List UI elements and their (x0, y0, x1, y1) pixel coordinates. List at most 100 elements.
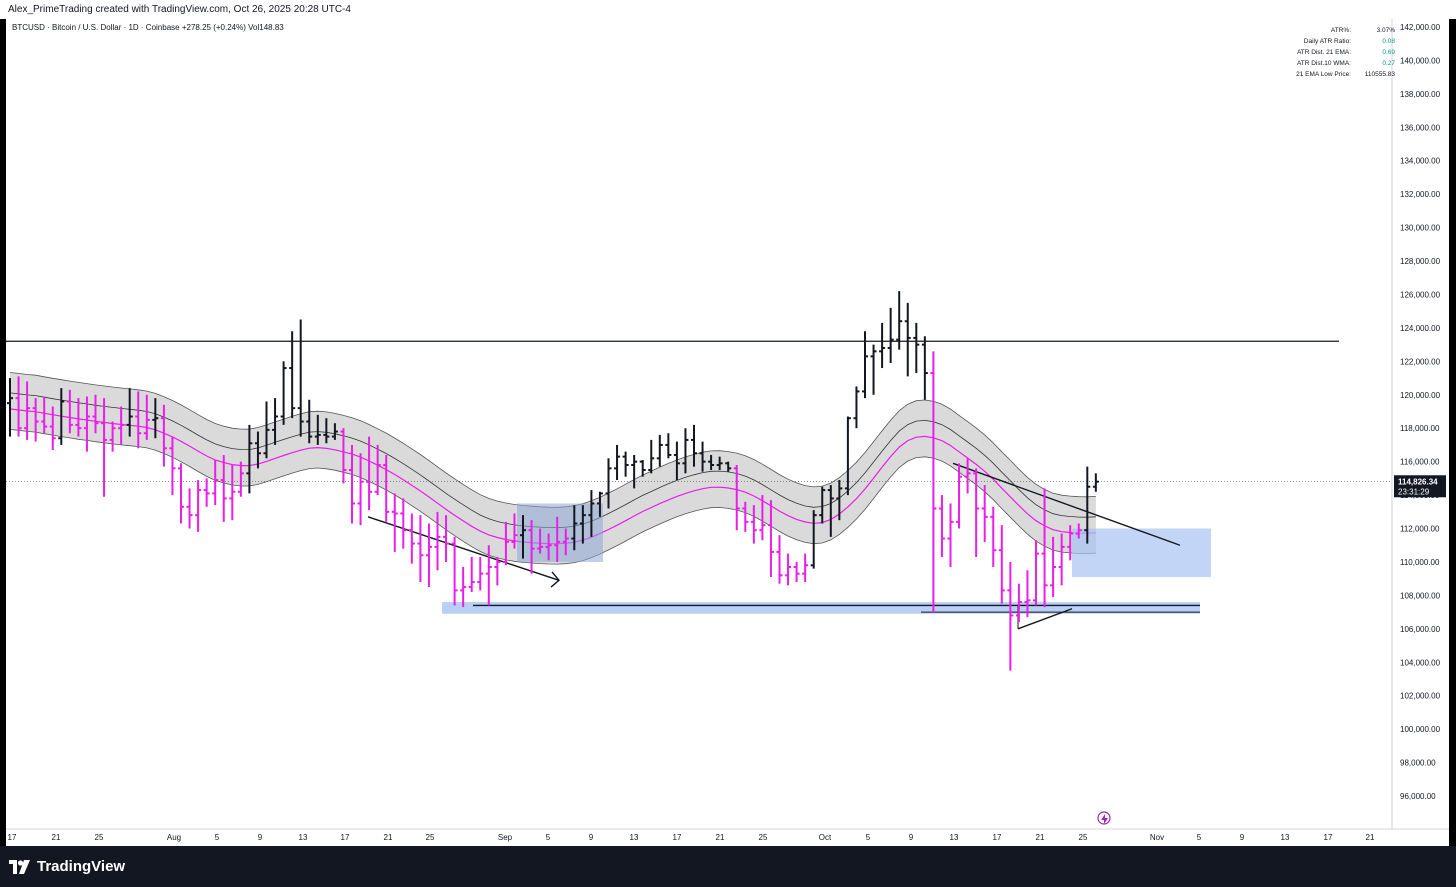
trendline-layer (6, 340, 1392, 630)
ohlc-bar (331, 423, 338, 440)
ohlc-bar (169, 436, 176, 496)
chart-pane[interactable]: 96,000.00 98,000.00 100,000.00 102,000.00 10… (6, 19, 1449, 846)
ohlc-bar (374, 444, 381, 496)
ohlc-bar (1007, 561, 1014, 671)
ohlc-bar (101, 398, 108, 497)
ohlc-bar (383, 454, 390, 522)
price-tick-label: 98,000.00 (1400, 759, 1436, 768)
ohlc-bar (554, 516, 561, 562)
ohlc-bar (280, 361, 287, 425)
symbol-name: BTCUSD · Bitcoin / U.S. Dollar · 1D · Co… (12, 23, 180, 32)
ema-band-fill (10, 372, 1096, 565)
ohlc-bar (742, 501, 749, 532)
symbol-change: +278.25 (+0.24%) (181, 23, 246, 32)
price-badge (1394, 475, 1446, 498)
ema-band-lower-line (9, 429, 1096, 565)
ohlc-bar (776, 535, 783, 584)
symbol-legend[interactable]: BTCUSD · Bitcoin / U.S. Dollar · 1D · Co… (12, 23, 284, 32)
trend-arrow-head (550, 571, 560, 588)
time-tick-label: 25 (426, 833, 435, 842)
ohlc-bar (537, 528, 544, 554)
info-label: ATR Dist. 21 EMA: (1296, 49, 1351, 56)
time-tick-label: 5 (1197, 833, 1202, 842)
ohlc-bar (699, 441, 706, 472)
ohlc-bar (682, 428, 689, 474)
ohlc-bar (938, 495, 945, 557)
price-tick-label: 96,000.00 (1400, 792, 1436, 801)
time-tick-label: 21 (1036, 833, 1045, 842)
ohlc-bar (631, 454, 638, 489)
ohlc-bar (408, 513, 415, 564)
price-tick-label: 142,000.00 (1400, 23, 1441, 32)
ohlc-bar (229, 464, 236, 521)
ohlc-bar (58, 388, 65, 445)
uptrend-line-oct (1017, 608, 1073, 630)
ohlc-bar (254, 431, 261, 469)
info-value: 3.07% (1376, 27, 1395, 34)
ohlc-bar (648, 439, 655, 474)
time-tick-label: Nov (1150, 833, 1164, 842)
ohlc-bar (75, 398, 82, 437)
time-tick-label: 9 (589, 833, 594, 842)
info-row: ATR Dist.10 WMA: 0.27 (1295, 58, 1395, 69)
tradingview-logo-icon (9, 859, 30, 874)
ohlc-bar (862, 331, 868, 399)
ohlc-bar (494, 556, 501, 586)
ohlc-bar (1050, 536, 1057, 598)
ohlc-bar (460, 566, 467, 608)
price-tick-label: 112,000.00 (1400, 525, 1440, 534)
price-tick-label: 128,000.00 (1400, 257, 1441, 266)
time-tick-label: 21 (1366, 833, 1375, 842)
time-tick-label: 25 (95, 833, 104, 842)
ohlc-bar (614, 444, 621, 481)
price-badge-value: 114,826.34 (1398, 477, 1438, 486)
price-tick-label: 132,000.00 (1400, 190, 1441, 199)
ohlc-bar (1084, 466, 1091, 544)
ohlc-bar (160, 404, 167, 467)
price-tick-label: 120,000.00 (1400, 391, 1441, 400)
ohlc-bar (195, 480, 202, 532)
time-tick-label: 17 (341, 833, 350, 842)
ohlc-bar (434, 511, 441, 571)
ohlc-bar (32, 398, 39, 442)
ohlc-bar (785, 553, 792, 586)
ohlc-bar (528, 520, 535, 574)
ohlc-bar (596, 491, 603, 517)
time-axis: 17 21 25 Aug 5 9 13 17 21 25 Sep 5 9 13 17 21 25 Oct 5 9 13 1… (6, 811, 1449, 842)
time-tick-label: 21 (384, 833, 393, 842)
ohlc-bar (135, 391, 142, 449)
price-chart[interactable]: 96,000.00 98,000.00 100,000.00 102,000.00 10… (6, 19, 1449, 846)
consolidation-zone (517, 503, 603, 562)
ohlc-bar (118, 406, 125, 445)
ohlc-bar (1024, 570, 1031, 618)
price-tick-label: 118,000.00 (1400, 424, 1440, 433)
price-tick-label: 134,000.00 (1400, 157, 1441, 166)
time-tick-label: 9 (1240, 833, 1245, 842)
time-tick-label: Aug (167, 833, 181, 842)
target-zone (1072, 528, 1211, 578)
ohlc-bar (178, 463, 184, 524)
ohlc-bar (921, 336, 928, 400)
info-row: 21 EMA Low Price: 110555.83 (1295, 69, 1395, 80)
ohlc-bar (272, 398, 279, 445)
ohlc-bar (443, 515, 450, 562)
ohlc-bar (152, 398, 159, 439)
ohlc-bar (323, 418, 330, 444)
ohlc-bar (998, 525, 1005, 604)
ohlc-bar (314, 414, 321, 445)
ohlc-bar (212, 459, 219, 506)
downtrend-line-sep (367, 516, 560, 582)
ohlc-bar (1033, 540, 1039, 606)
ohlc-bar (109, 421, 116, 452)
info-label: ATR%: (1330, 27, 1351, 34)
downtrend-line-oct (952, 462, 1181, 546)
time-tick-label: 9 (909, 833, 914, 842)
tradingview-logo[interactable]: TradingView (9, 858, 125, 875)
ohlc-bar (579, 505, 586, 544)
ohlc-bar (357, 453, 364, 526)
ohlc-bar (1015, 583, 1022, 623)
ohlc-bar (665, 433, 672, 459)
ohlc-bar (66, 389, 73, 434)
time-tick-label: 9 (258, 833, 263, 842)
